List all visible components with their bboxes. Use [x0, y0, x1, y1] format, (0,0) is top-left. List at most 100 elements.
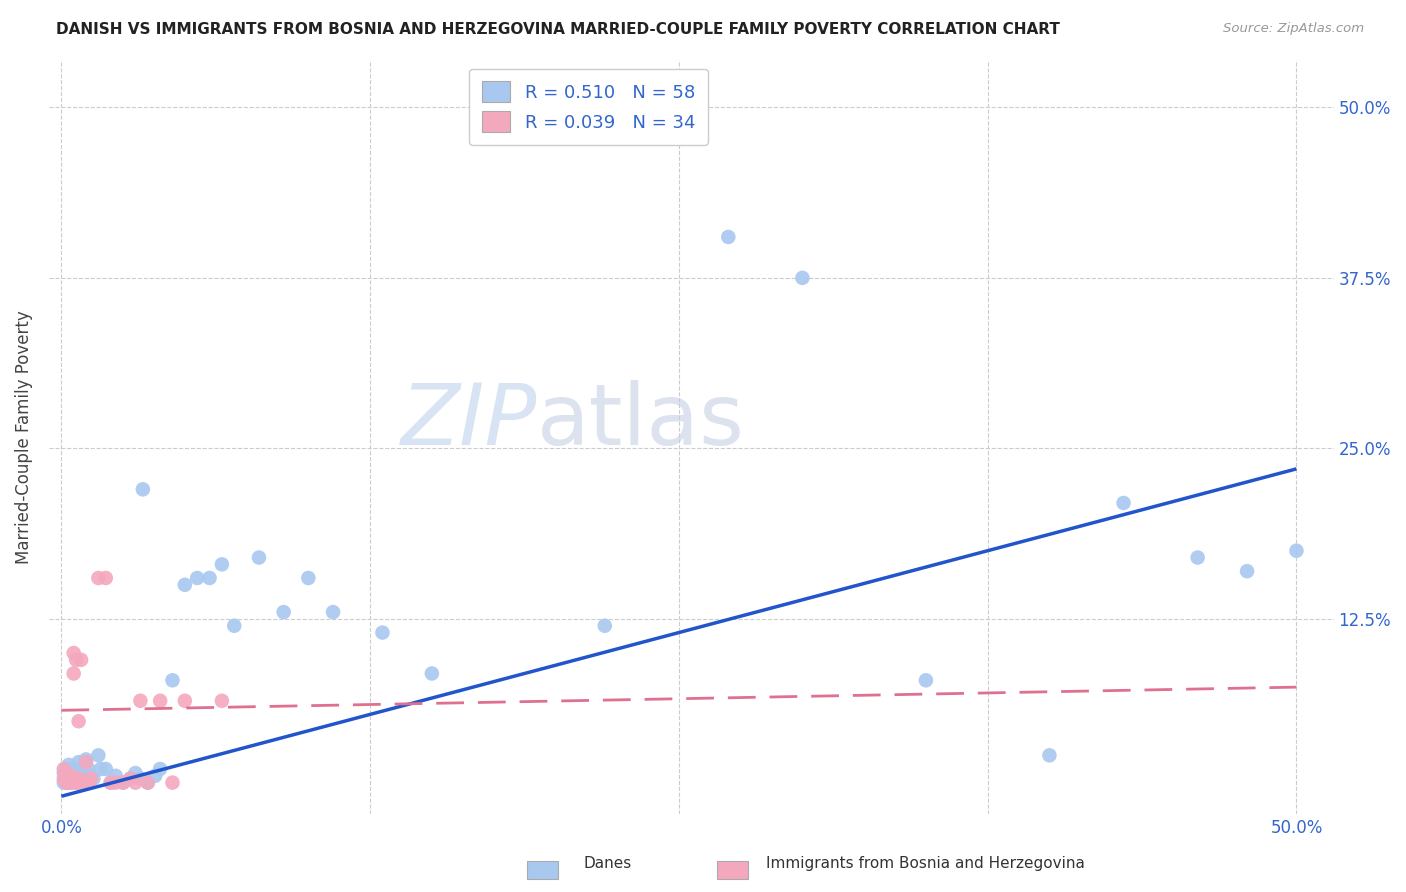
- Point: [273, 605, 295, 619]
- Point: [58, 769, 80, 783]
- Point: [1285, 543, 1308, 558]
- Point: [211, 694, 233, 708]
- Point: [371, 625, 394, 640]
- Point: [60, 769, 83, 783]
- Point: [915, 673, 938, 688]
- Point: [124, 775, 146, 789]
- Point: [55, 772, 77, 786]
- Point: [77, 762, 100, 776]
- Text: ZIP: ZIP: [401, 380, 537, 463]
- Point: [162, 673, 184, 688]
- Point: [62, 646, 84, 660]
- Point: [1112, 496, 1135, 510]
- Point: [62, 762, 84, 776]
- Point: [149, 694, 172, 708]
- Point: [60, 766, 83, 780]
- Point: [112, 775, 135, 789]
- Point: [132, 483, 155, 497]
- Point: [1236, 564, 1258, 578]
- Point: [67, 775, 90, 789]
- Point: [247, 550, 270, 565]
- Point: [75, 755, 97, 769]
- Point: [67, 714, 90, 729]
- Point: [58, 772, 80, 786]
- Text: Source: ZipAtlas.com: Source: ZipAtlas.com: [1223, 22, 1364, 36]
- Text: atlas: atlas: [537, 380, 745, 463]
- Point: [65, 769, 87, 783]
- Point: [67, 772, 90, 786]
- Point: [62, 775, 84, 789]
- Point: [80, 772, 103, 786]
- Point: [717, 230, 740, 244]
- Point: [173, 694, 195, 708]
- Point: [100, 775, 122, 789]
- Point: [87, 748, 110, 763]
- Point: [87, 571, 110, 585]
- Point: [120, 772, 142, 786]
- Point: [593, 619, 616, 633]
- Point: [1038, 748, 1060, 763]
- Point: [65, 775, 87, 789]
- Point: [94, 762, 117, 776]
- Point: [792, 271, 814, 285]
- Point: [82, 772, 104, 786]
- Point: [77, 775, 100, 789]
- Point: [420, 666, 443, 681]
- Point: [104, 769, 127, 783]
- Point: [55, 775, 77, 789]
- Point: [70, 766, 93, 780]
- Point: [1187, 550, 1209, 565]
- Text: DANISH VS IMMIGRANTS FROM BOSNIA AND HERZEGOVINA MARRIED-COUPLE FAMILY POVERTY C: DANISH VS IMMIGRANTS FROM BOSNIA AND HER…: [56, 22, 1060, 37]
- Point: [60, 775, 83, 789]
- Point: [186, 571, 208, 585]
- Point: [90, 762, 112, 776]
- Point: [94, 571, 117, 585]
- Point: [136, 775, 159, 789]
- Point: [162, 775, 184, 789]
- Point: [70, 772, 93, 786]
- Point: [129, 772, 152, 786]
- Point: [80, 769, 103, 783]
- Text: Immigrants from Bosnia and Herzegovina: Immigrants from Bosnia and Herzegovina: [766, 856, 1085, 871]
- Point: [495, 128, 517, 142]
- Point: [52, 766, 75, 780]
- Point: [129, 694, 152, 708]
- Point: [136, 775, 159, 789]
- Point: [65, 653, 87, 667]
- Point: [70, 653, 93, 667]
- Point: [297, 571, 319, 585]
- Point: [173, 578, 195, 592]
- Point: [120, 772, 142, 786]
- Point: [62, 666, 84, 681]
- Point: [72, 775, 94, 789]
- Point: [70, 775, 93, 789]
- Point: [72, 775, 94, 789]
- Point: [75, 752, 97, 766]
- Point: [143, 769, 166, 783]
- Point: [322, 605, 344, 619]
- Point: [112, 775, 135, 789]
- Y-axis label: Married-Couple Family Poverty: Married-Couple Family Poverty: [15, 310, 32, 564]
- Point: [65, 772, 87, 786]
- Point: [124, 766, 146, 780]
- Point: [52, 775, 75, 789]
- Text: Danes: Danes: [583, 856, 631, 871]
- Point: [55, 762, 77, 776]
- Point: [104, 775, 127, 789]
- Point: [58, 757, 80, 772]
- Point: [100, 775, 122, 789]
- Point: [52, 772, 75, 786]
- Legend: R = 0.510   N = 58, R = 0.039   N = 34: R = 0.510 N = 58, R = 0.039 N = 34: [470, 69, 709, 145]
- Point: [52, 762, 75, 776]
- Point: [62, 775, 84, 789]
- Point: [224, 619, 246, 633]
- Point: [72, 769, 94, 783]
- Point: [55, 769, 77, 783]
- Point: [198, 571, 221, 585]
- Point: [60, 772, 83, 786]
- Point: [58, 775, 80, 789]
- Point: [58, 775, 80, 789]
- Point: [67, 755, 90, 769]
- Point: [211, 558, 233, 572]
- Point: [149, 762, 172, 776]
